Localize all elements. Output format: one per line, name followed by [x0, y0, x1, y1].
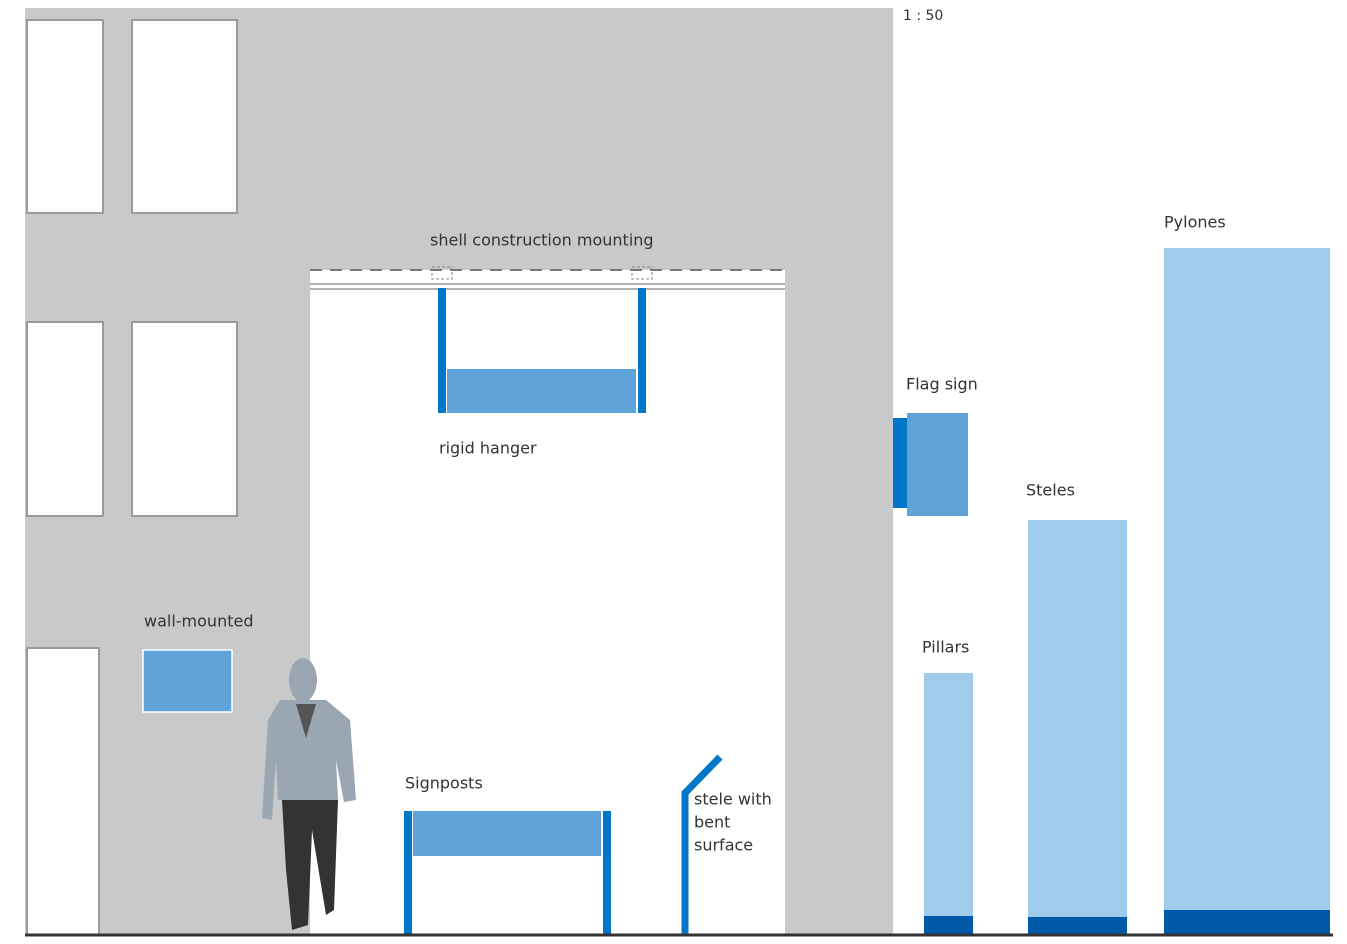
jacket [262, 700, 356, 820]
trousers [282, 800, 338, 930]
label: wall-mounted [144, 612, 253, 631]
hanger-panel [447, 369, 636, 413]
flag-pole [893, 418, 907, 508]
pillar [924, 673, 973, 935]
pillar-base [924, 916, 973, 935]
pylon [1164, 248, 1330, 935]
flag-panel [907, 413, 968, 516]
window [131, 321, 238, 517]
signpost-panel [413, 811, 601, 856]
signpost-pole [603, 811, 611, 935]
label: bent [694, 813, 730, 832]
label: Steles [1026, 481, 1075, 500]
windows [26, 19, 238, 936]
label: rigid hanger [439, 439, 537, 458]
label: Signposts [405, 774, 483, 793]
signpost-pole [404, 811, 412, 935]
label: shell construction mounting [430, 231, 654, 250]
bent-stele [681, 754, 723, 935]
label: Flag sign [906, 375, 978, 394]
label: surface [694, 836, 753, 855]
pylon-base [1164, 910, 1330, 935]
hanger-pole [438, 288, 446, 413]
label: stele with [694, 790, 772, 809]
shirt [296, 704, 316, 738]
stele [1028, 520, 1127, 935]
scale-label: 1 : 50 [903, 8, 943, 24]
wall-panel [142, 649, 233, 713]
label: Pillars [922, 638, 969, 657]
anchor [431, 266, 453, 280]
window [131, 19, 238, 214]
label: Pylones [1164, 213, 1226, 232]
window [26, 321, 104, 517]
person [262, 658, 356, 930]
stele-base [1028, 917, 1127, 935]
anchor [631, 266, 653, 280]
head [289, 658, 317, 702]
hanger-pole [638, 288, 646, 413]
window [26, 19, 104, 214]
door [26, 647, 100, 936]
